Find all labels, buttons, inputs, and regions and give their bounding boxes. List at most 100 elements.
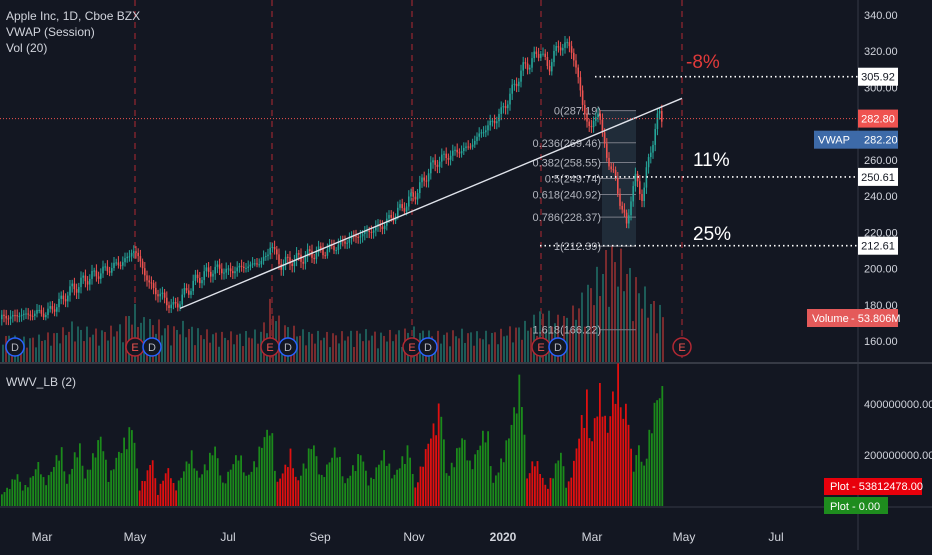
wwv-bar	[300, 475, 302, 506]
indicator-title[interactable]: WWV_LB (2)	[6, 375, 77, 389]
candle-body	[302, 261, 304, 264]
volume-bar	[2, 344, 4, 362]
price-tick-8: 180.00	[864, 300, 898, 312]
volume-bar	[389, 329, 391, 362]
candle-body	[458, 152, 461, 154]
price-tags: 305.92 282.80 VWAP 282.20 250.61 212.61 Volume…	[807, 67, 901, 327]
candle-body	[566, 42, 568, 44]
time-axis[interactable]: Mar May Jul Sep Nov 2020 Mar May Jul	[32, 530, 784, 544]
volume-bar	[191, 326, 193, 362]
wwv-bar	[58, 460, 60, 506]
candle-body	[232, 271, 234, 274]
wwv-bar	[261, 447, 263, 506]
wwv-bar	[188, 463, 190, 506]
fib-retracement[interactable]: 0(287.19) 0.236(269.46) 0.382(258.55) 0.5(2…	[533, 106, 637, 337]
wwv-bar	[492, 482, 495, 506]
volume-bar	[440, 343, 442, 362]
candle-body	[504, 106, 507, 109]
wwv-bar	[339, 456, 341, 506]
trendline[interactable]	[179, 97, 683, 310]
wwv-bar	[502, 462, 505, 506]
candle-body	[287, 256, 289, 258]
volume-bar	[308, 332, 310, 362]
candle-body	[258, 264, 260, 266]
wwv-bar	[138, 490, 141, 506]
wwv-histogram	[1, 363, 664, 506]
candle-body	[254, 263, 256, 265]
volume-bar	[317, 330, 319, 362]
wwv-bar	[404, 463, 406, 506]
candle-body	[75, 289, 78, 293]
event-marker-8	[548, 337, 568, 357]
volume-bar	[578, 308, 580, 362]
candle-body	[95, 270, 98, 277]
candle-body	[469, 146, 472, 148]
wwv-bar	[185, 461, 188, 506]
candle-body	[53, 309, 56, 312]
wwv-bar	[573, 460, 575, 506]
wwv-bar	[547, 488, 549, 506]
wwv-bar	[248, 474, 250, 506]
volume-bar	[125, 316, 127, 362]
candle-body	[408, 196, 410, 207]
wwv-bar	[458, 447, 461, 506]
volume-bar	[305, 345, 307, 362]
volume-bar	[29, 338, 31, 362]
wwv-bar	[505, 440, 508, 506]
horizontal-lines[interactable]	[0, 75, 858, 247]
wwv-bar	[388, 463, 391, 506]
vwap-tag-bg	[814, 130, 898, 149]
wwv-bar	[141, 480, 144, 506]
volume-bar	[221, 331, 223, 362]
wwv-bar	[417, 482, 419, 506]
wwv-bar	[224, 483, 227, 506]
volume-tag-bg	[807, 309, 898, 327]
indicator-legend[interactable]: WWV_LB (2)	[6, 374, 76, 390]
wwv-bar	[476, 450, 479, 506]
wwv-bar	[281, 473, 284, 506]
candle-body	[320, 246, 322, 249]
candle-body	[56, 307, 58, 312]
volume-bar	[338, 343, 340, 362]
candle-body	[130, 252, 133, 257]
price-axis[interactable]: 340.00320.00300.00280.00260.00240.00220.…	[864, 10, 898, 348]
wwv-axis: 400000000.00 200000000.00 Plot - 53812478.…	[824, 399, 932, 514]
candle-body	[295, 253, 298, 260]
wwv-bar	[97, 440, 99, 506]
candle-body	[460, 151, 463, 154]
candle-body	[425, 180, 428, 182]
wwv-bar	[614, 403, 617, 506]
candle-body	[124, 258, 126, 263]
candle-body	[658, 111, 661, 114]
candle-body	[573, 52, 575, 61]
wwv-bar	[359, 455, 362, 506]
wwv-bar	[469, 460, 471, 506]
candle-body	[348, 238, 351, 243]
volume-bar	[44, 340, 46, 362]
volume-bar	[323, 337, 325, 362]
candle-body	[313, 257, 315, 260]
candle-body	[177, 303, 179, 308]
volume-bar	[626, 273, 628, 362]
candle-body	[606, 143, 608, 158]
wwv-bar	[180, 477, 183, 506]
volume-legend[interactable]: Vol (20)	[6, 41, 48, 55]
candle-body	[344, 241, 346, 244]
candle-body	[524, 62, 527, 64]
time-tick-1: May	[124, 530, 147, 544]
candle-body	[619, 193, 621, 206]
candle-body	[181, 294, 183, 305]
wwv-bar	[8, 489, 11, 506]
candle-body	[491, 120, 494, 122]
wwv-bar	[396, 469, 398, 506]
candle-body	[280, 264, 282, 270]
candle-body	[80, 277, 82, 288]
tag-305-bg	[858, 67, 898, 86]
volume-bar	[572, 305, 574, 362]
symbol-title[interactable]: Apple Inc, 1D, Cboe BZX	[6, 9, 141, 23]
candle-body	[625, 212, 628, 224]
vwap-legend[interactable]: VWAP (Session)	[6, 25, 95, 39]
